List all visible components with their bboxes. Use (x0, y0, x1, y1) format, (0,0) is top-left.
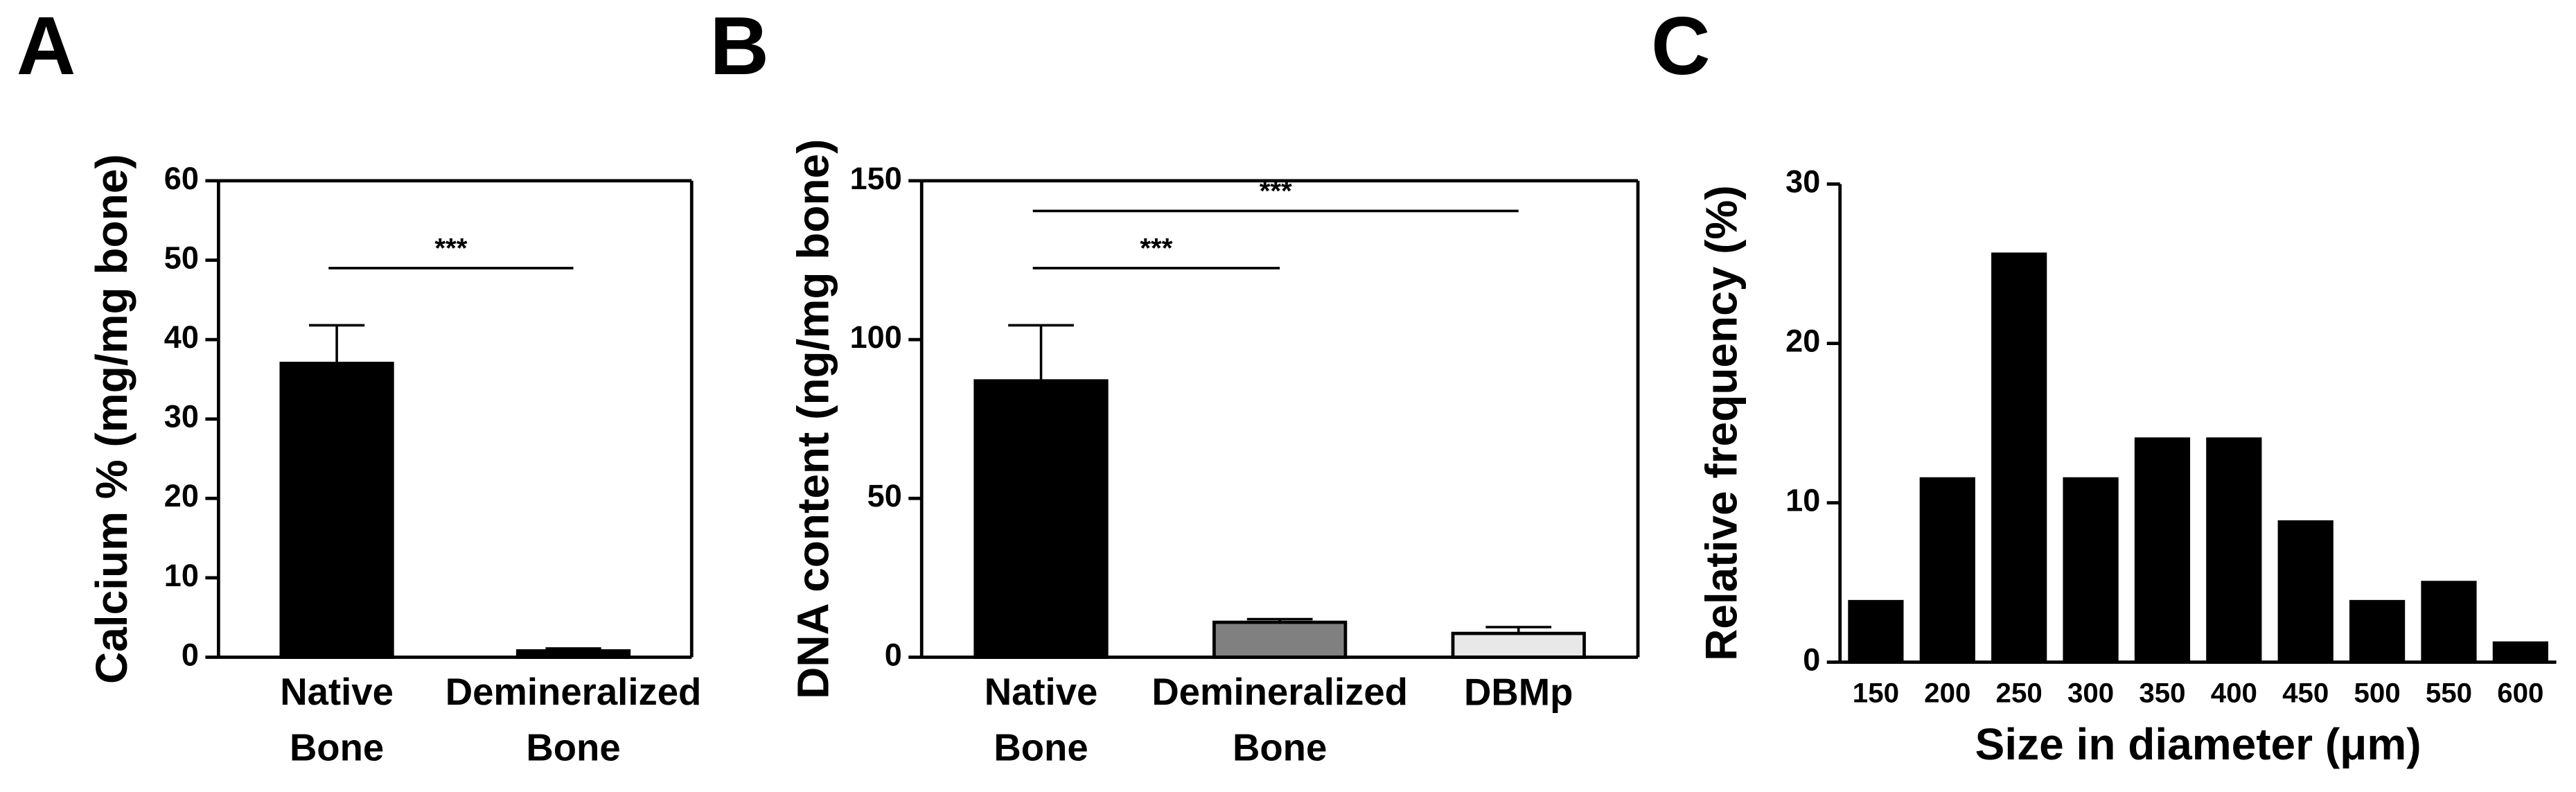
bar (2492, 641, 2548, 665)
bar (279, 362, 394, 659)
x-tick-label: 200 (1924, 678, 1970, 709)
y-tick-label: 0 (1803, 642, 1820, 678)
x-tick-label: Demineralized Bone (445, 671, 702, 769)
x-tick-label: 450 (2282, 678, 2329, 709)
x-tick-label: 500 (2354, 678, 2400, 709)
bar (2063, 477, 2119, 665)
bar (1848, 599, 1904, 665)
bar (2349, 599, 2406, 665)
x-axis-label: Size in diameter (μm) (1975, 719, 2421, 769)
bar (2206, 437, 2262, 665)
bar (1919, 477, 1975, 665)
significance-label: *** (1260, 175, 1292, 206)
y-tick-label: 150 (850, 161, 902, 196)
x-tick-label: 600 (2497, 678, 2543, 709)
error-bar (308, 324, 365, 364)
x-tick-label: 550 (2426, 678, 2472, 709)
y-tick-label: 100 (850, 319, 902, 355)
y-tick-label: 30 (164, 399, 199, 434)
y-tick-label: 10 (164, 558, 199, 593)
bar (1451, 631, 1586, 659)
y-tick-label: 10 (1785, 483, 1820, 518)
x-tick-label: Native Bone (280, 671, 394, 769)
error-bar (1008, 324, 1074, 381)
x-tick-label: DBMp (1464, 671, 1573, 713)
y-tick-label: 50 (867, 478, 902, 513)
y-axis-label: Calcium % (mg/mg bone) (87, 154, 136, 684)
panel-label: A (17, 1, 76, 92)
bar (1991, 252, 2047, 665)
y-tick-label: 30 (1785, 164, 1820, 200)
y-axis-label: DNA content (ng/mg bone) (788, 139, 838, 699)
x-tick-label: Native Bone (985, 671, 1098, 769)
y-tick-label: 0 (182, 637, 199, 672)
bar (2277, 520, 2334, 665)
significance-label: *** (1140, 233, 1172, 264)
y-tick-label: 20 (1785, 324, 1820, 359)
bar (2421, 581, 2477, 665)
panel-label: C (1651, 1, 1711, 92)
y-tick-label: 0 (885, 637, 902, 672)
bar (1212, 620, 1348, 659)
x-tick-label: 250 (1996, 678, 2043, 709)
y-tick-label: 20 (164, 478, 199, 513)
bar (2134, 437, 2191, 665)
bar (973, 379, 1109, 659)
y-tick-label: 50 (164, 240, 199, 275)
significance-label: *** (434, 233, 467, 264)
panel-label: B (709, 1, 769, 92)
x-tick-label: 400 (2211, 678, 2257, 709)
x-tick-label: Demineralized Bone (1152, 671, 1408, 769)
y-axis-label: Relative frequency (%) (1697, 185, 1747, 661)
y-tick-label: 40 (164, 319, 199, 355)
y-tick-label: 60 (164, 161, 199, 196)
x-tick-label: 150 (1853, 678, 1899, 709)
x-tick-label: 350 (2139, 678, 2185, 709)
x-tick-label: 300 (2067, 678, 2114, 709)
